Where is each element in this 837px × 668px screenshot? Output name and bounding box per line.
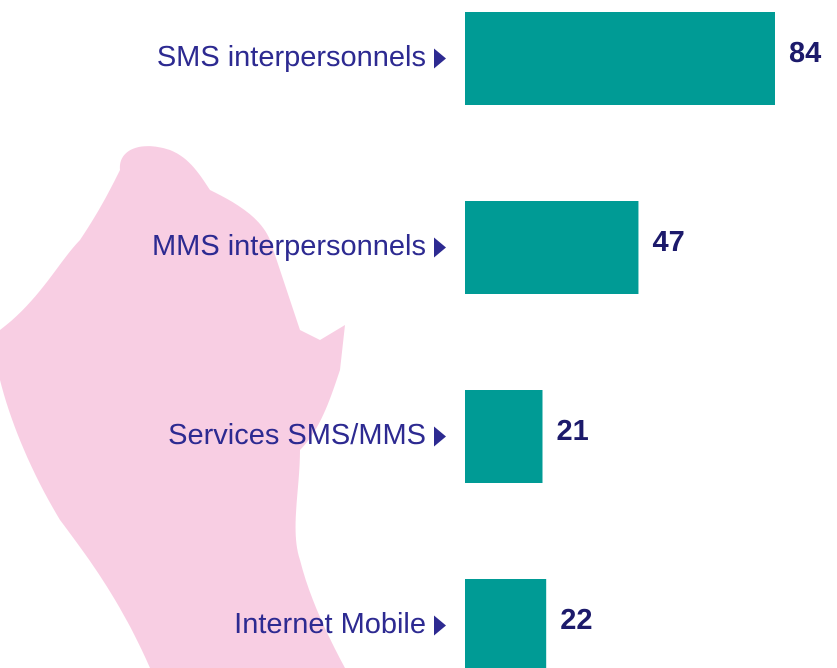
value-label: 84 (789, 37, 821, 69)
bar (465, 390, 543, 483)
category-label: Services SMS/MMS (168, 419, 426, 451)
bar (465, 579, 547, 668)
background-silhouette (0, 146, 345, 668)
pointer-triangle (434, 237, 446, 258)
pointer-triangle (434, 48, 446, 69)
pointer-triangle (434, 426, 446, 447)
value-label: 47 (652, 226, 684, 258)
bar (465, 12, 775, 105)
value-label: 22 (560, 604, 592, 636)
bar (465, 201, 639, 294)
category-label: MMS interpersonnels (152, 230, 426, 262)
pointer-triangle (434, 615, 446, 636)
value-label: 21 (557, 415, 589, 447)
category-label: Internet Mobile (234, 608, 426, 640)
category-label: SMS interpersonnels (157, 41, 426, 73)
